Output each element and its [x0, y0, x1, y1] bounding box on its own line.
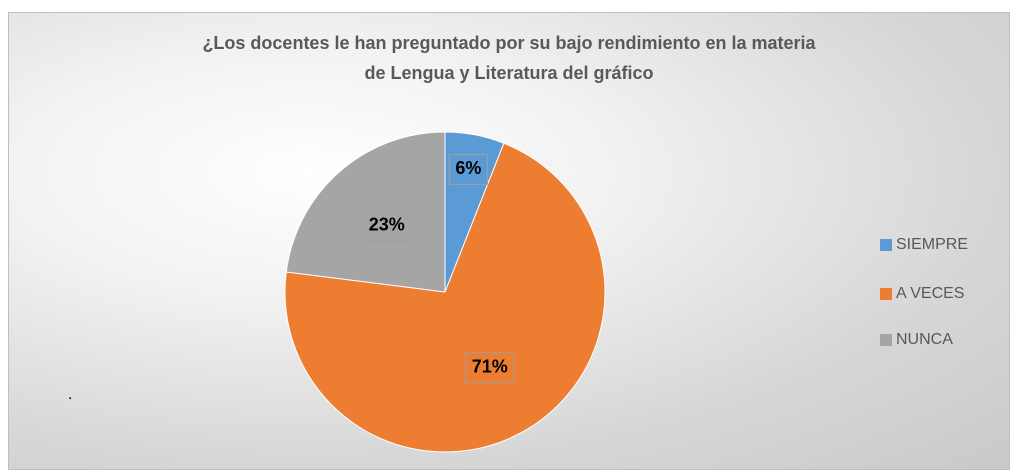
legend-swatch — [880, 288, 892, 300]
pie-slice — [284, 142, 606, 453]
legend-swatch — [880, 334, 892, 346]
chart-title: ¿Los docentes le han preguntado por su b… — [202, 33, 816, 83]
data-label-box — [448, 153, 488, 185]
data-label-text: 6% — [455, 158, 481, 178]
legend-label: A VECES — [896, 285, 964, 302]
data-label-text: 23% — [369, 215, 405, 235]
data-label-box — [465, 352, 515, 384]
legend-label: SIEMPRE — [896, 236, 968, 253]
data-label-text: 71% — [472, 356, 508, 376]
data-label-box — [362, 210, 412, 242]
legend-swatch — [880, 239, 892, 251]
annotation: . — [68, 386, 72, 403]
legend-label: NUNCA — [896, 331, 953, 348]
